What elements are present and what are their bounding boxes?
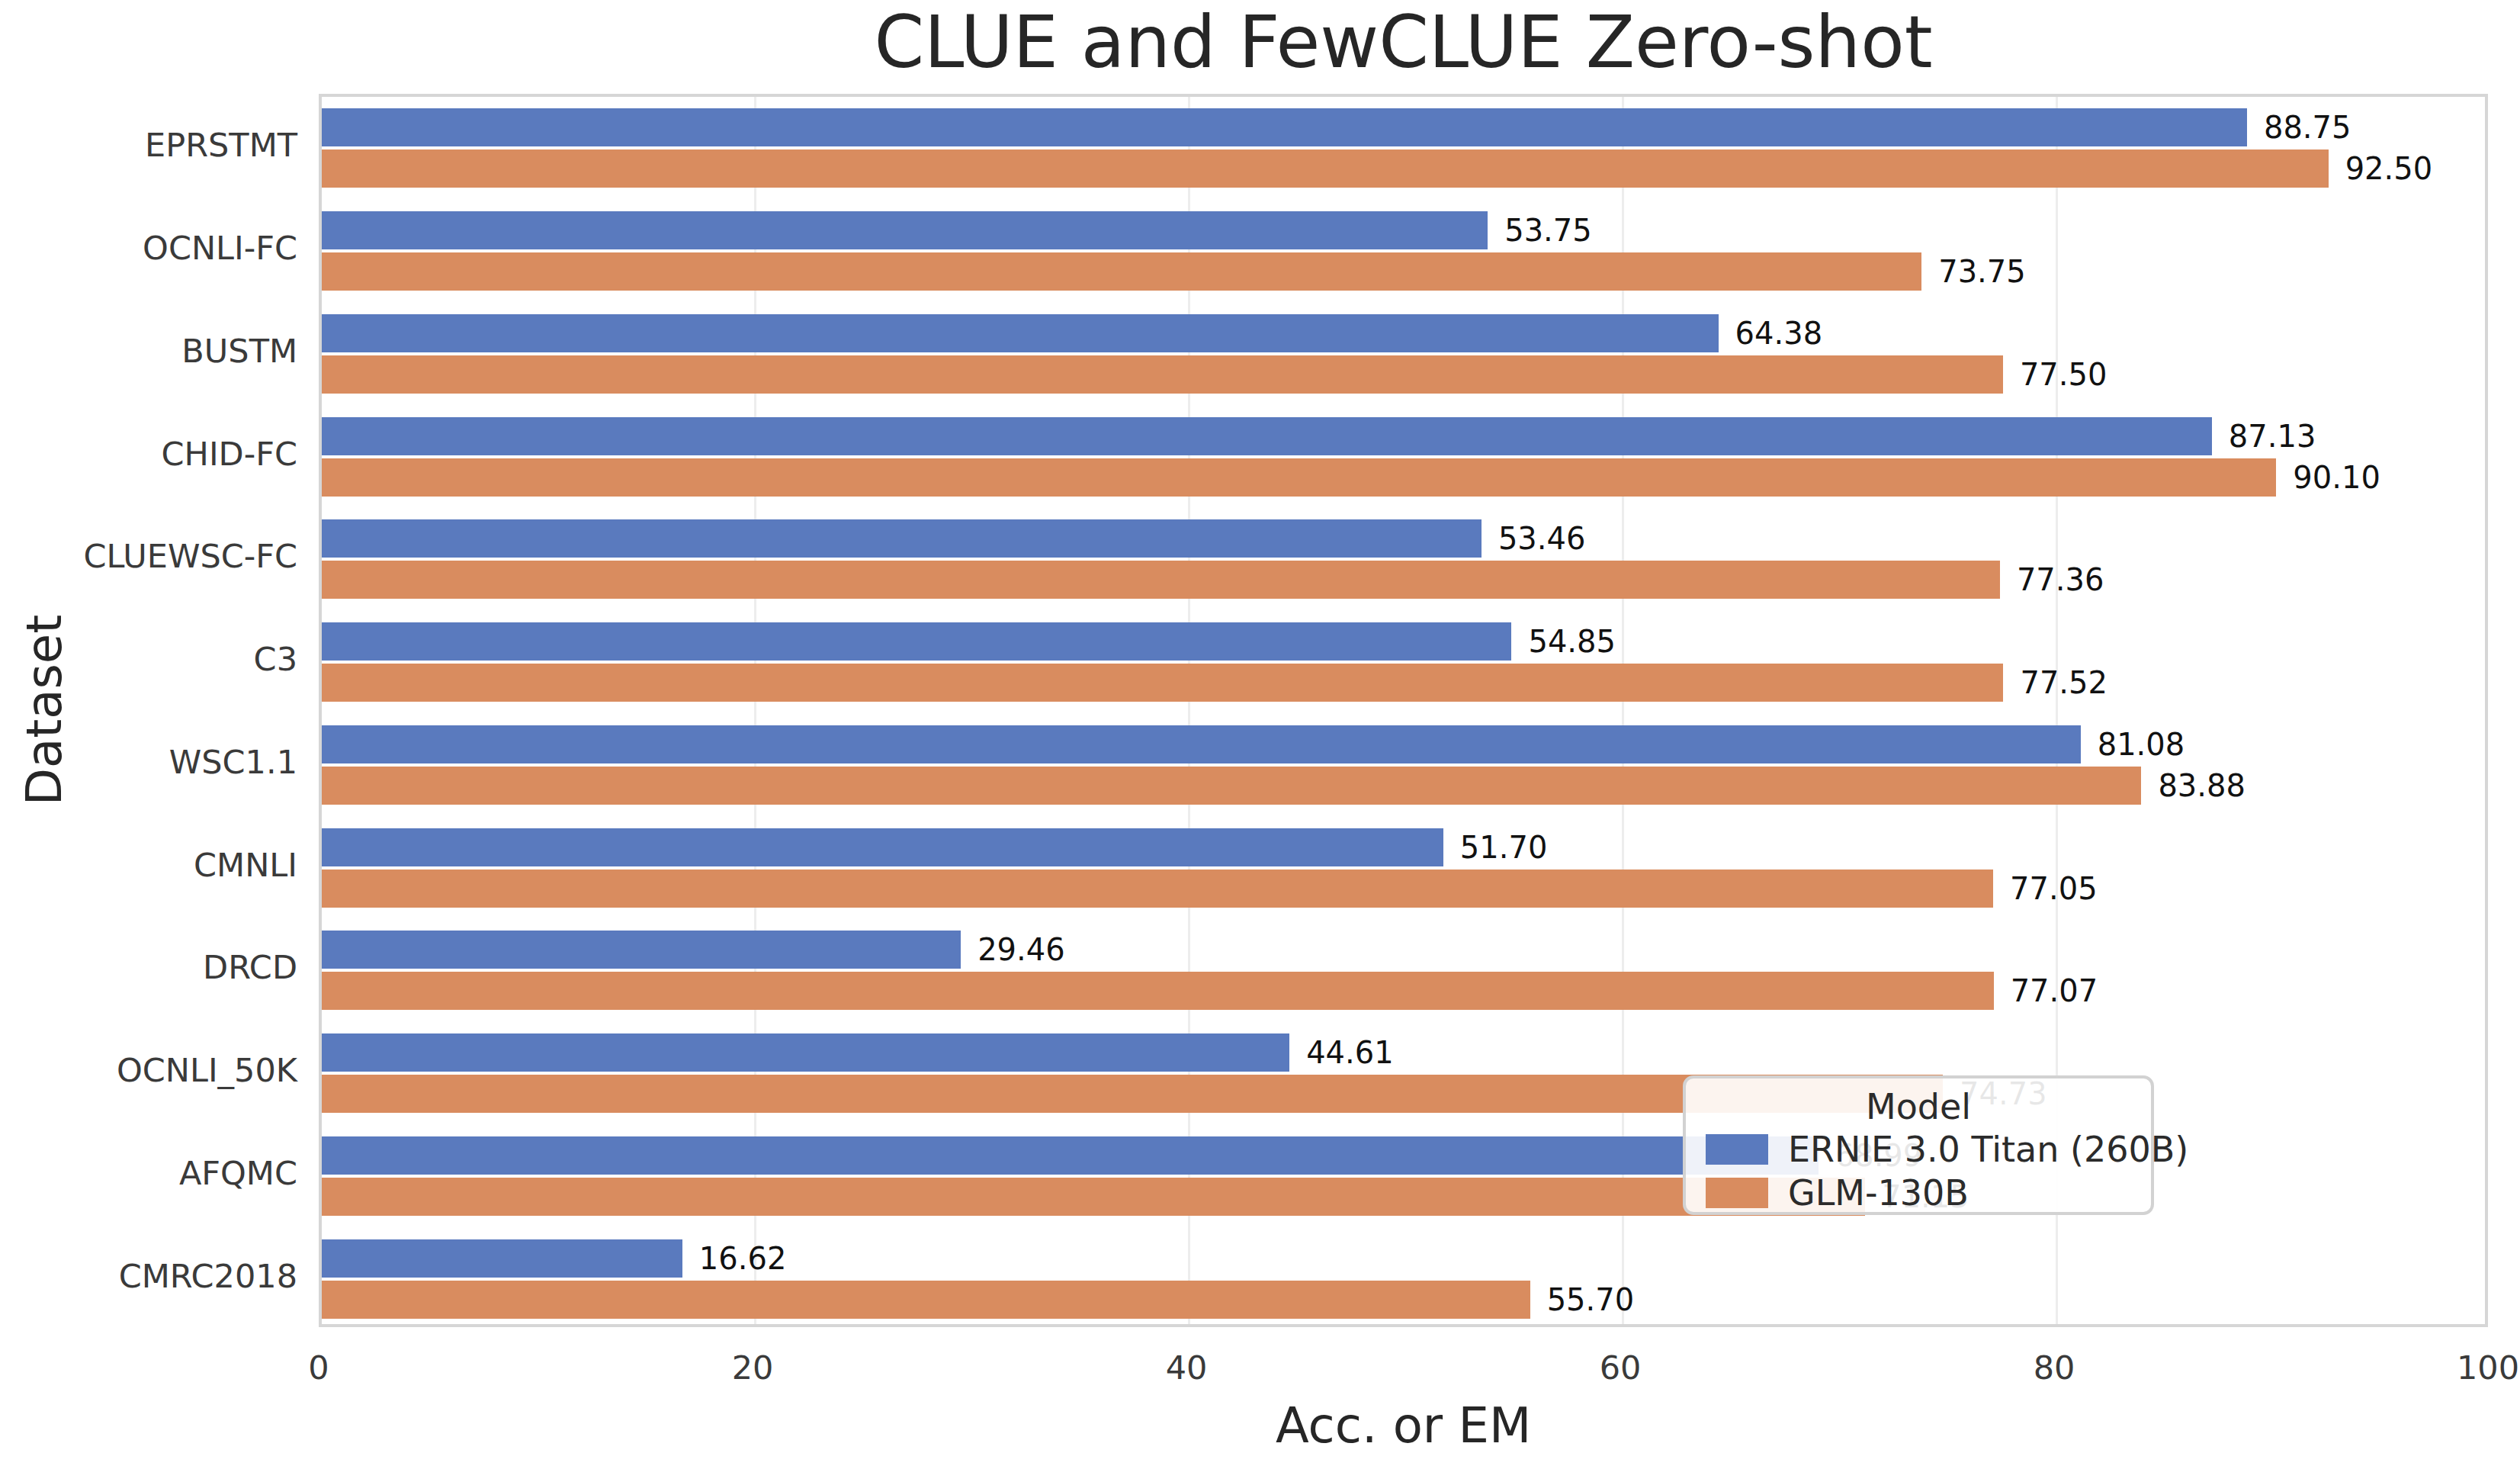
value-label-ERNIE 3.0 Titan (260B)-OCNLI_50K: 44.61	[1306, 1033, 1394, 1072]
ytick-CLUEWSC-FC: CLUEWSC-FC	[83, 536, 297, 576]
value-label-ERNIE 3.0 Titan (260B)-CHID-FC: 87.13	[2229, 417, 2316, 455]
xtick-100: 100	[2457, 1348, 2519, 1387]
legend: Model ERNIE 3.0 Titan (260B)GLM-130B	[1683, 1075, 2154, 1215]
value-label-ERNIE 3.0 Titan (260B)-C3: 54.85	[1528, 622, 1616, 661]
ytick-OCNLI-FC: OCNLI-FC	[143, 228, 297, 268]
bar-ERNIE 3.0 Titan (260B)-CMRC2018	[322, 1239, 682, 1278]
bar-GLM-130B-CMNLI	[322, 870, 1993, 908]
value-label-ERNIE 3.0 Titan (260B)-CLUEWSC-FC: 53.46	[1498, 519, 1586, 558]
bar-ERNIE 3.0 Titan (260B)-CHID-FC	[322, 417, 2212, 455]
legend-title: Model	[1686, 1086, 2151, 1127]
bar-GLM-130B-CLUEWSC-FC	[322, 561, 2000, 599]
xtick-60: 60	[1600, 1348, 1642, 1387]
value-label-ERNIE 3.0 Titan (260B)-OCNLI-FC: 53.75	[1504, 211, 1592, 249]
ytick-C3: C3	[254, 639, 297, 679]
legend-entries: ERNIE 3.0 Titan (260B)GLM-130B	[1686, 1127, 2151, 1214]
bar-ERNIE 3.0 Titan (260B)-BUSTM	[322, 314, 1719, 352]
bar-chart-figure: CLUE and FewCLUE Zero-shot Dataset 88.75…	[0, 0, 2520, 1469]
value-label-ERNIE 3.0 Titan (260B)-DRCD: 29.46	[978, 931, 1065, 969]
value-label-GLM-130B-CHID-FC: 90.10	[2293, 458, 2380, 497]
ytick-BUSTM: BUSTM	[181, 331, 297, 371]
value-label-GLM-130B-CLUEWSC-FC: 77.36	[2017, 561, 2104, 599]
legend-swatch-GLM-130B	[1706, 1178, 1768, 1208]
value-label-ERNIE 3.0 Titan (260B)-EPRSTMT: 88.75	[2264, 108, 2351, 146]
y-axis-label: Dataset	[16, 615, 72, 806]
value-label-GLM-130B-EPRSTMT: 92.50	[2345, 149, 2433, 188]
value-label-GLM-130B-C3: 77.52	[2020, 664, 2107, 702]
bar-ERNIE 3.0 Titan (260B)-EPRSTMT	[322, 108, 2247, 146]
value-label-GLM-130B-OCNLI-FC: 73.75	[1938, 252, 2026, 291]
bar-ERNIE 3.0 Titan (260B)-CLUEWSC-FC	[322, 519, 1482, 558]
bar-ERNIE 3.0 Titan (260B)-CMNLI	[322, 828, 1443, 866]
value-label-GLM-130B-BUSTM: 77.50	[2020, 355, 2107, 394]
legend-swatch-ERNIE 3.0 Titan (260B)	[1706, 1134, 1768, 1165]
xtick-20: 20	[732, 1348, 774, 1387]
bar-ERNIE 3.0 Titan (260B)-AFQMC	[322, 1136, 1819, 1175]
legend-label-GLM-130B: GLM-130B	[1788, 1172, 1969, 1213]
value-label-GLM-130B-CMNLI: 77.05	[2010, 870, 2098, 908]
value-label-ERNIE 3.0 Titan (260B)-CMNLI: 51.70	[1460, 828, 1548, 866]
legend-entry-ERNIE 3.0 Titan (260B): ERNIE 3.0 Titan (260B)	[1686, 1127, 2151, 1171]
legend-label-ERNIE 3.0 Titan (260B): ERNIE 3.0 Titan (260B)	[1788, 1129, 2188, 1170]
value-label-GLM-130B-DRCD: 77.07	[2011, 972, 2098, 1010]
value-label-GLM-130B-CMRC2018: 55.70	[1547, 1281, 1635, 1319]
bar-ERNIE 3.0 Titan (260B)-DRCD	[322, 931, 961, 969]
bar-ERNIE 3.0 Titan (260B)-WSC1.1	[322, 725, 2081, 763]
bar-GLM-130B-WSC1.1	[322, 767, 2141, 805]
value-label-ERNIE 3.0 Titan (260B)-CMRC2018: 16.62	[699, 1239, 787, 1278]
chart-title: CLUE and FewCLUE Zero-shot	[319, 3, 2488, 82]
bar-ERNIE 3.0 Titan (260B)-OCNLI_50K	[322, 1033, 1289, 1072]
bar-GLM-130B-CHID-FC	[322, 458, 2276, 497]
value-label-ERNIE 3.0 Titan (260B)-BUSTM: 64.38	[1735, 314, 1823, 352]
bar-GLM-130B-CMRC2018	[322, 1281, 1530, 1319]
x-axis-label: Acc. or EM	[319, 1397, 2488, 1454]
xtick-0: 0	[308, 1348, 329, 1387]
xtick-40: 40	[1166, 1348, 1208, 1387]
bar-GLM-130B-BUSTM	[322, 355, 2003, 394]
ytick-EPRSTMT: EPRSTMT	[145, 125, 297, 165]
ytick-AFQMC: AFQMC	[179, 1153, 297, 1193]
bar-GLM-130B-DRCD	[322, 972, 1994, 1010]
ytick-WSC1.1: WSC1.1	[169, 742, 297, 782]
value-label-GLM-130B-WSC1.1: 83.88	[2158, 767, 2246, 805]
ytick-CMNLI: CMNLI	[194, 845, 297, 885]
xtick-80: 80	[2034, 1348, 2075, 1387]
ytick-DRCD: DRCD	[203, 947, 297, 987]
ytick-OCNLI_50K: OCNLI_50K	[117, 1050, 297, 1090]
bar-GLM-130B-C3	[322, 664, 2003, 702]
ytick-CMRC2018: CMRC2018	[119, 1256, 297, 1296]
ytick-CHID-FC: CHID-FC	[162, 434, 297, 474]
bar-ERNIE 3.0 Titan (260B)-OCNLI-FC	[322, 211, 1488, 249]
value-label-ERNIE 3.0 Titan (260B)-WSC1.1: 81.08	[2098, 725, 2185, 763]
legend-entry-GLM-130B: GLM-130B	[1686, 1171, 2151, 1214]
bar-GLM-130B-AFQMC	[322, 1178, 1865, 1216]
bar-GLM-130B-EPRSTMT	[322, 149, 2329, 188]
bar-ERNIE 3.0 Titan (260B)-C3	[322, 622, 1511, 661]
bar-GLM-130B-OCNLI-FC	[322, 252, 1921, 291]
